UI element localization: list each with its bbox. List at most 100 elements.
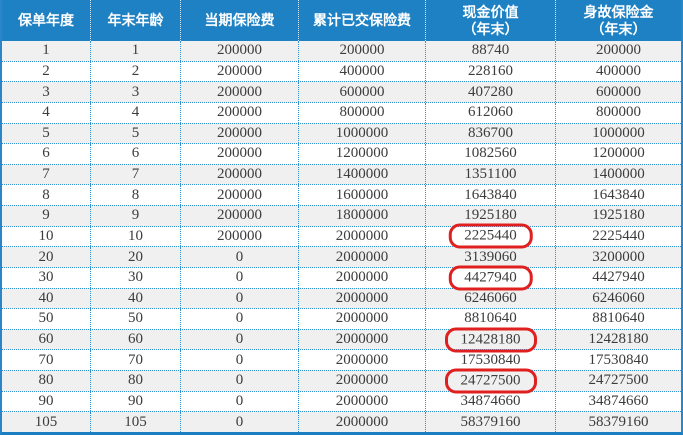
col-header-label: 年末年龄	[107, 12, 164, 28]
cell-death-benefit-year-end: 400000	[555, 61, 681, 82]
cell-policy-year: 9	[42, 207, 50, 224]
table-row-year-50: 50 50 0 2000000 8810640 8810640	[2, 308, 681, 329]
cell-year-end-age: 5	[90, 123, 180, 144]
cell-current-premium: 200000	[180, 226, 298, 247]
table-row-year-6: 6 6 200000 1200000 1082560 1200000	[2, 143, 681, 164]
table-row-year-60: 60 60 0 2000000 12428180 12428180	[2, 327, 681, 353]
cell-death-benefit-year-end: 1000000	[555, 123, 681, 144]
cell-cumulative-paid-premium: 2000000	[298, 267, 425, 288]
cell-current-premium: 0	[180, 309, 298, 329]
cell-death-benefit-year-end: 58379160	[555, 412, 681, 432]
table-row-year-30: 30 30 0 2000000 4427940 4427940	[2, 265, 681, 291]
cell-cash-value-year-end: 228160	[425, 61, 555, 82]
cell-policy-year: 50	[38, 310, 54, 327]
cell-current-premium: 0	[180, 371, 298, 391]
cell-death-benefit-year-end: 1643840	[555, 185, 681, 205]
cell-year-end-age: 3	[90, 82, 180, 102]
cell-year-end-age: 60	[90, 329, 180, 350]
col-header-current-premium: 当期保险费	[180, 0, 298, 41]
cell-current-premium: 0	[180, 288, 298, 309]
cell-year-end-age: 9	[90, 206, 180, 226]
cell-cumulative-paid-premium: 400000	[298, 61, 425, 82]
cell-cumulative-paid-premium: 2000000	[298, 226, 425, 247]
cell-cash-value-year-end: 12428180	[425, 327, 555, 353]
cell-policy-year: 6	[42, 145, 50, 162]
cell-cumulative-paid-premium: 2000000	[298, 412, 425, 432]
cell-current-premium: 0	[180, 329, 298, 350]
col-header-label: 保单年度	[18, 12, 74, 28]
cell-current-premium: 0	[180, 412, 298, 432]
table-row-year-8: 8 8 200000 1600000 1643840 1643840	[2, 184, 681, 205]
cell-cumulative-paid-premium: 1000000	[298, 123, 425, 144]
cell-current-premium: 0	[180, 247, 298, 267]
cell-year-end-age: 30	[90, 267, 180, 288]
cell-death-benefit-year-end: 600000	[555, 82, 681, 102]
cell-death-benefit-year-end: 2225440	[555, 226, 681, 247]
table-row-year-20: 20 20 0 2000000 3139060 3200000	[2, 246, 681, 267]
cell-cumulative-paid-premium: 2000000	[298, 371, 425, 391]
cell-year-end-age: 6	[90, 144, 180, 164]
cell-cumulative-paid-premium: 600000	[298, 82, 425, 102]
cell-policy-year: 60	[38, 331, 54, 348]
col-header-sublabel: （年末）	[462, 20, 519, 37]
cell-policy-year: 1	[42, 42, 50, 59]
cell-death-benefit-year-end: 34874660	[555, 391, 681, 412]
table-row-year-3: 3 3 200000 600000 407280 600000	[2, 81, 681, 102]
cell-current-premium: 200000	[180, 185, 298, 205]
col-header-cash-value-year-end: 现金价值 （年末）	[425, 0, 555, 41]
cell-year-end-age: 4	[90, 102, 180, 123]
cell-year-end-age: 2	[90, 61, 180, 82]
cell-death-benefit-year-end: 12428180	[555, 329, 681, 350]
cell-cash-value-year-end: 612060	[425, 102, 555, 123]
cell-policy-year: 80	[38, 372, 54, 389]
cell-cash-value-year-end: 836700	[425, 123, 555, 144]
cell-death-benefit-year-end: 1925180	[555, 206, 681, 226]
cell-cash-value-year-end: 1351100	[425, 164, 555, 185]
cell-current-premium: 200000	[180, 102, 298, 123]
cell-death-benefit-year-end: 1400000	[555, 164, 681, 185]
cell-year-end-age: 40	[90, 288, 180, 309]
col-header-label: 现金价值	[462, 3, 519, 20]
cell-year-end-age: 20	[90, 247, 180, 267]
cell-death-benefit-year-end: 200000	[555, 41, 681, 61]
cell-year-end-age: 50	[90, 309, 180, 329]
cell-policy-year: 4	[42, 104, 50, 121]
col-header-label: 累计已交保险费	[313, 12, 411, 28]
table-header-row: 保单年度 年末年龄 当期保险费 累计已交保险费 现金价值 （年末） 身故保险金 （年末）	[2, 0, 681, 41]
table-row-year-1: 1 1 200000 200000 88740 200000	[2, 41, 681, 61]
cell-year-end-age: 70	[90, 350, 180, 370]
cell-year-end-age: 90	[90, 391, 180, 412]
cell-year-end-age: 7	[90, 164, 180, 185]
cell-policy-year: 30	[38, 269, 54, 286]
table-row-year-70: 70 70 0 2000000 17530840 17530840	[2, 349, 681, 370]
cell-policy-year: 40	[38, 289, 54, 306]
cell-current-premium: 0	[180, 350, 298, 370]
cell-policy-year: 2	[42, 62, 50, 79]
cell-death-benefit-year-end: 8810640	[555, 309, 681, 329]
cell-policy-year: 105	[34, 413, 58, 430]
cell-cash-value-year-end: 1925180	[425, 206, 555, 226]
cell-cash-value-year-end: 34874660	[425, 391, 555, 412]
cell-death-benefit-year-end: 4427940	[555, 267, 681, 288]
cell-death-benefit-year-end: 800000	[555, 102, 681, 123]
cell-current-premium: 200000	[180, 82, 298, 102]
cell-cumulative-paid-premium: 2000000	[298, 329, 425, 350]
highlight-oval: 12428180	[444, 327, 537, 353]
cell-current-premium: 0	[180, 391, 298, 412]
table-row-year-2: 2 2 200000 400000 228160 400000	[2, 60, 681, 82]
highlight-oval: 4427940	[448, 265, 533, 291]
cell-year-end-age: 1	[90, 41, 180, 61]
cell-cash-value-year-end: 24727500	[425, 368, 555, 394]
cell-death-benefit-year-end: 24727500	[555, 371, 681, 391]
col-header-cumulative-paid-premium: 累计已交保险费	[298, 0, 425, 41]
highlight-oval: 2225440	[448, 223, 533, 249]
cell-cash-value-year-end: 1643840	[425, 185, 555, 205]
cell-cumulative-paid-premium: 1800000	[298, 206, 425, 226]
cell-current-premium: 200000	[180, 61, 298, 82]
cell-year-end-age: 105	[90, 412, 180, 432]
cell-current-premium: 200000	[180, 206, 298, 226]
cell-cash-value-year-end: 2225440	[425, 223, 555, 249]
col-header-label: 身故保险金	[583, 3, 654, 20]
cell-cumulative-paid-premium: 1400000	[298, 164, 425, 185]
